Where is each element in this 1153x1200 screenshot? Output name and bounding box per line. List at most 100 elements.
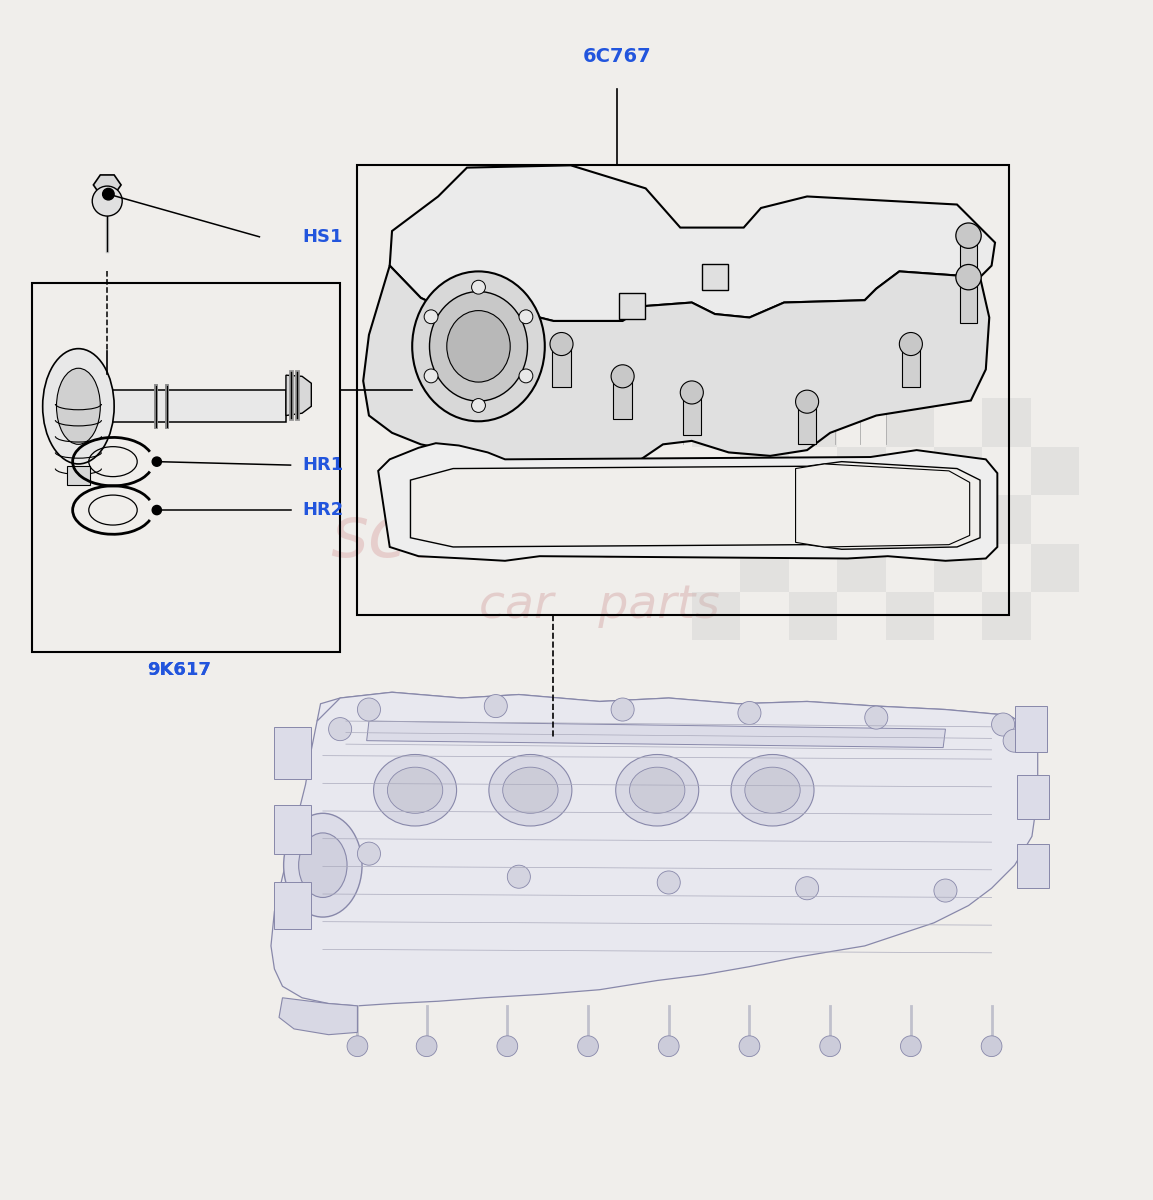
Polygon shape <box>613 379 632 419</box>
Polygon shape <box>552 347 571 386</box>
Circle shape <box>497 1036 518 1056</box>
Bar <box>1031 544 1079 592</box>
Bar <box>692 592 740 641</box>
Circle shape <box>472 281 485 294</box>
Circle shape <box>956 223 981 248</box>
Circle shape <box>152 457 161 467</box>
Ellipse shape <box>56 368 100 444</box>
Circle shape <box>92 186 122 216</box>
Polygon shape <box>286 376 311 415</box>
Circle shape <box>611 698 634 721</box>
Bar <box>740 446 789 496</box>
Bar <box>740 544 789 592</box>
Text: 9K617: 9K617 <box>146 661 211 679</box>
Bar <box>32 283 340 652</box>
Text: car   parts: car parts <box>480 583 719 629</box>
Bar <box>1031 446 1079 496</box>
Circle shape <box>347 1036 368 1056</box>
Bar <box>1015 706 1047 752</box>
Polygon shape <box>390 166 995 320</box>
Polygon shape <box>93 175 121 194</box>
Polygon shape <box>902 347 920 386</box>
Text: HR2: HR2 <box>302 502 344 520</box>
Bar <box>274 882 311 929</box>
Polygon shape <box>960 238 977 282</box>
Bar <box>1017 775 1049 820</box>
Ellipse shape <box>447 311 510 382</box>
Circle shape <box>900 1036 921 1056</box>
Circle shape <box>796 877 819 900</box>
Circle shape <box>424 310 438 324</box>
Text: HR1: HR1 <box>302 456 344 474</box>
Polygon shape <box>279 997 357 1034</box>
Bar <box>837 446 886 496</box>
Bar <box>692 496 740 544</box>
Polygon shape <box>798 404 816 444</box>
Bar <box>886 398 934 446</box>
Bar <box>837 544 886 592</box>
Ellipse shape <box>429 292 528 401</box>
Polygon shape <box>271 692 1038 1006</box>
Polygon shape <box>960 280 977 323</box>
Bar <box>934 446 982 496</box>
Bar <box>1017 845 1049 888</box>
Bar <box>789 496 837 544</box>
Circle shape <box>484 695 507 718</box>
Circle shape <box>738 702 761 725</box>
Bar <box>886 496 934 544</box>
Bar <box>692 398 740 446</box>
Circle shape <box>550 332 573 355</box>
Circle shape <box>519 310 533 324</box>
Polygon shape <box>78 390 286 422</box>
Ellipse shape <box>43 349 114 464</box>
Bar <box>789 592 837 641</box>
Ellipse shape <box>374 755 457 826</box>
Circle shape <box>657 871 680 894</box>
Polygon shape <box>367 721 945 748</box>
Circle shape <box>329 718 352 740</box>
Polygon shape <box>363 265 989 475</box>
Bar <box>886 592 934 641</box>
Circle shape <box>507 865 530 888</box>
Circle shape <box>820 1036 841 1056</box>
Circle shape <box>658 1036 679 1056</box>
Circle shape <box>424 368 438 383</box>
Ellipse shape <box>616 755 699 826</box>
Bar <box>982 592 1031 641</box>
Polygon shape <box>796 464 970 547</box>
Circle shape <box>934 880 957 902</box>
Circle shape <box>416 1036 437 1056</box>
Ellipse shape <box>630 767 685 814</box>
Circle shape <box>739 1036 760 1056</box>
Polygon shape <box>317 692 1038 756</box>
Ellipse shape <box>489 755 572 826</box>
Text: HS1: HS1 <box>302 228 342 246</box>
Bar <box>982 398 1031 446</box>
Bar <box>702 264 728 290</box>
Circle shape <box>519 368 533 383</box>
Polygon shape <box>410 462 980 550</box>
Text: scuderia: scuderia <box>331 502 638 571</box>
Ellipse shape <box>387 767 443 814</box>
Circle shape <box>578 1036 598 1056</box>
Bar <box>982 496 1031 544</box>
Circle shape <box>472 398 485 413</box>
Bar <box>274 805 311 853</box>
Ellipse shape <box>745 767 800 814</box>
Circle shape <box>611 365 634 388</box>
Circle shape <box>152 505 161 515</box>
Bar <box>619 293 645 319</box>
Ellipse shape <box>284 814 362 917</box>
Bar <box>789 398 837 446</box>
Bar <box>274 727 311 779</box>
Ellipse shape <box>413 271 544 421</box>
Circle shape <box>956 264 981 290</box>
Text: 9K617: 9K617 <box>146 661 211 679</box>
Ellipse shape <box>731 755 814 826</box>
Circle shape <box>357 698 380 721</box>
Circle shape <box>1003 730 1026 752</box>
Circle shape <box>992 713 1015 736</box>
Circle shape <box>357 842 380 865</box>
Circle shape <box>865 706 888 730</box>
Polygon shape <box>683 395 701 436</box>
